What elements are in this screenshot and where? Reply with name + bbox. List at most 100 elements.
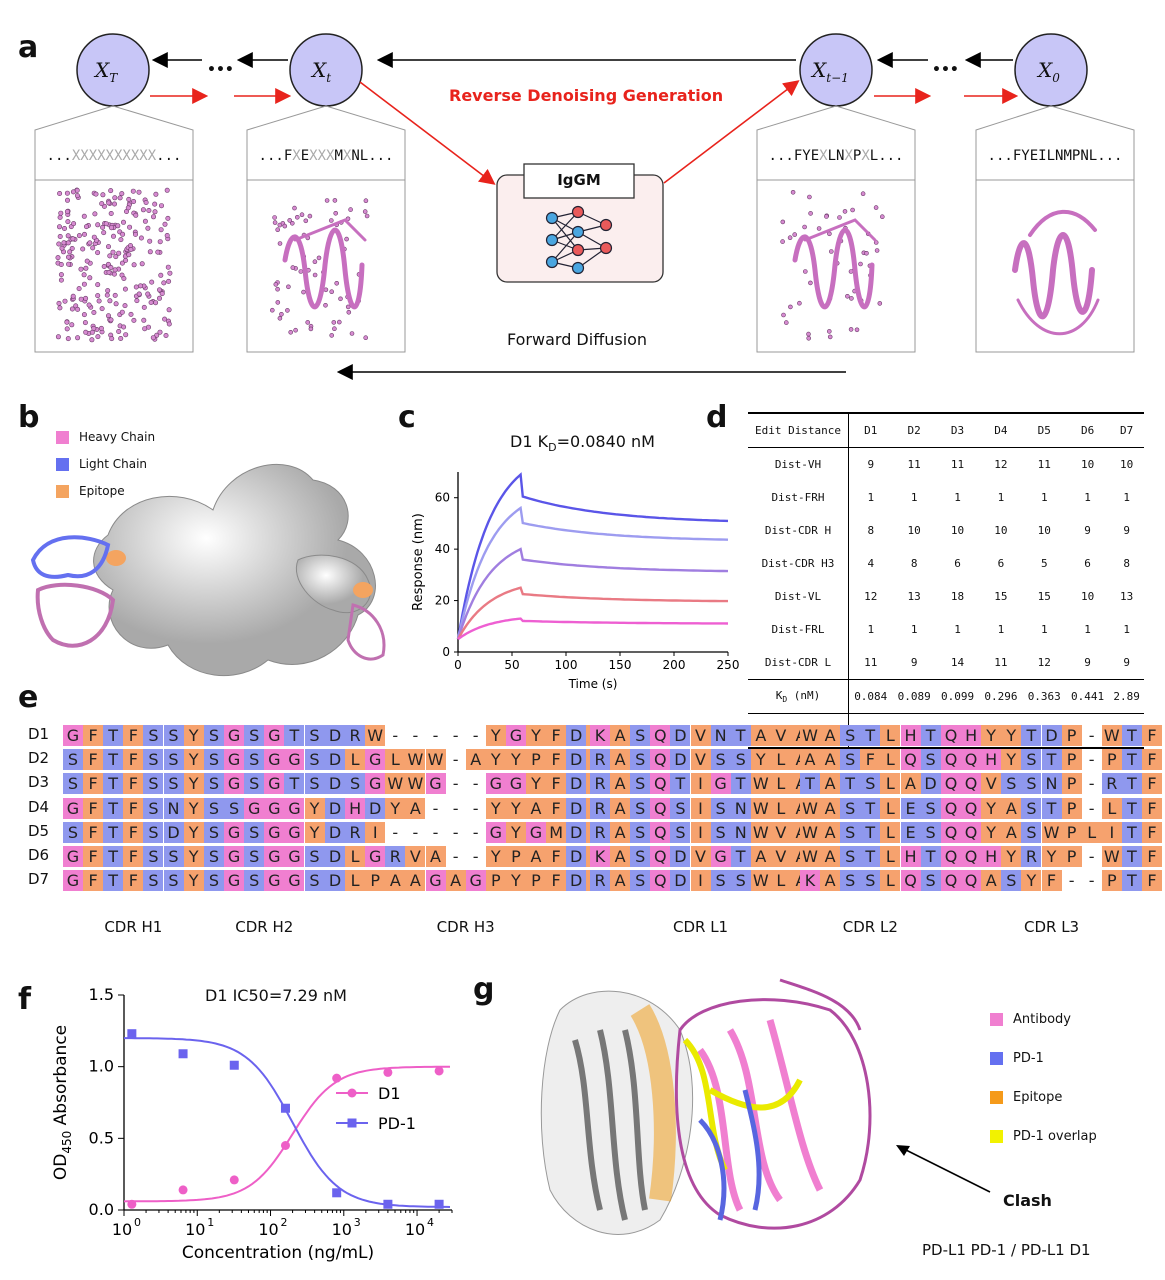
alignment-residue: S	[670, 821, 691, 843]
alignment-residue: P	[1101, 749, 1122, 771]
cloud-point	[65, 219, 71, 225]
alignment-residue: W	[800, 797, 820, 819]
cloud-point	[65, 233, 71, 239]
cloud-point	[333, 211, 339, 216]
table-row: Dist-CDR H3 4 8 6 6 5 6 8	[748, 547, 1144, 580]
alignment-residue: T	[920, 846, 941, 867]
d1-point	[434, 1066, 444, 1076]
alignment-residue: Y	[183, 797, 204, 819]
seq-residue: X	[819, 148, 828, 164]
cloud-point	[139, 261, 145, 267]
cloud-point	[82, 231, 88, 237]
alignment-residue: G	[264, 773, 285, 795]
alignment-residue: W	[405, 749, 426, 771]
alignment-residue: W	[750, 821, 771, 843]
table-cell: 8	[867, 524, 875, 537]
alignment-residue: P	[526, 749, 546, 771]
table-cell: 4	[867, 557, 875, 570]
seq-residue: Y	[802, 148, 811, 164]
alignment-residue: Y	[485, 846, 506, 867]
d1-point	[383, 1067, 393, 1077]
cloud-point	[307, 213, 313, 219]
panel-label-f: f	[18, 982, 32, 1017]
sensorgram-series	[456, 472, 729, 640]
alignment-residue: A	[425, 846, 446, 867]
alignment-residue: T	[103, 749, 124, 771]
alignment-residue: L	[880, 773, 901, 795]
alignment-residue: T	[670, 773, 691, 795]
alignment-residue: S	[840, 725, 861, 746]
alignment-residue: -	[465, 725, 486, 746]
alignment-residue: S	[63, 821, 83, 843]
x-tick-label: 0	[454, 658, 462, 672]
clash-arrow-icon	[896, 1145, 991, 1193]
cloud-point	[828, 249, 834, 254]
alignment-residue: R	[590, 870, 610, 892]
table-cell: 1	[954, 623, 961, 636]
cloud-point	[125, 205, 131, 211]
seq-suffix: ...	[878, 148, 904, 164]
alignment-residue: P	[526, 870, 546, 892]
partial-structure-xt1	[792, 218, 877, 310]
alignment-residue: S	[143, 749, 164, 771]
cloud-point	[58, 261, 64, 267]
x-tick-exponent: 4	[427, 1216, 434, 1229]
alignment-residue: T	[103, 773, 124, 795]
alignment-residue: -	[1081, 725, 1102, 746]
alignment-residue: G	[485, 773, 506, 795]
y-tick-label: 20	[435, 594, 450, 608]
alignment-residue: G	[264, 797, 285, 819]
alignment-residue: -	[425, 821, 446, 843]
alignment-residue: P	[485, 870, 506, 892]
seq-suffix: ...	[368, 148, 394, 164]
alignment-residue: S	[920, 749, 941, 771]
cloud-point	[873, 205, 879, 210]
alignment-residue: K	[590, 725, 610, 746]
alignment-residue: F	[83, 725, 104, 746]
cloud-point	[121, 324, 127, 330]
cloud-point	[827, 334, 833, 340]
pd1-point	[280, 1103, 290, 1113]
cloud-point	[273, 282, 279, 287]
cloud-point	[136, 189, 142, 195]
alignment-residue: G	[63, 725, 83, 746]
alignment-residue: A	[610, 846, 631, 867]
cloud-point	[364, 213, 370, 219]
cloud-point	[363, 335, 369, 341]
alignment-residue: Y	[485, 725, 506, 746]
cloud-point	[83, 329, 89, 335]
cloud-point	[269, 307, 275, 313]
table-row: Dist-VL 12 13 18 15 15 10 13	[748, 580, 1144, 613]
alignment-residue: L	[345, 749, 366, 771]
alignment-residue: Y	[505, 870, 526, 892]
alignment-residue: A	[610, 870, 631, 892]
alignment-residue: L	[345, 870, 366, 892]
alignment-residue: A	[405, 870, 426, 892]
seq-residue: N	[1080, 148, 1089, 164]
alignment-residue: Q	[650, 846, 671, 867]
table-cell: 11	[892, 447, 936, 481]
cloud-point	[57, 191, 63, 197]
cloud-point	[91, 325, 97, 331]
row-label: Dist-FRH	[748, 481, 849, 514]
cloud-point	[305, 320, 311, 325]
alignment-residue: R	[590, 797, 610, 819]
pd1-point	[383, 1199, 393, 1209]
cloud-point	[147, 238, 153, 244]
cloud-point	[308, 326, 314, 332]
alignment-residue: Q	[961, 797, 982, 819]
alignment-residue: S	[143, 725, 164, 746]
cloud-point	[161, 280, 167, 286]
panel-label-g: g	[473, 972, 495, 1007]
cloud-point	[62, 298, 68, 304]
alignment-residue: Q	[941, 725, 961, 746]
chart-f-title: D1 IC50=7.29 nM	[205, 986, 347, 1005]
alignment-residue: T	[1041, 749, 1062, 771]
seq-residue: L	[1088, 148, 1098, 164]
alignment-residue: L	[1101, 797, 1122, 819]
cloud-point	[874, 248, 880, 253]
alignment-residue: G	[505, 773, 526, 795]
alignment-residue: -	[405, 725, 426, 746]
row-label: Dist-VH	[748, 447, 849, 481]
alignment-residue: G	[264, 725, 285, 746]
